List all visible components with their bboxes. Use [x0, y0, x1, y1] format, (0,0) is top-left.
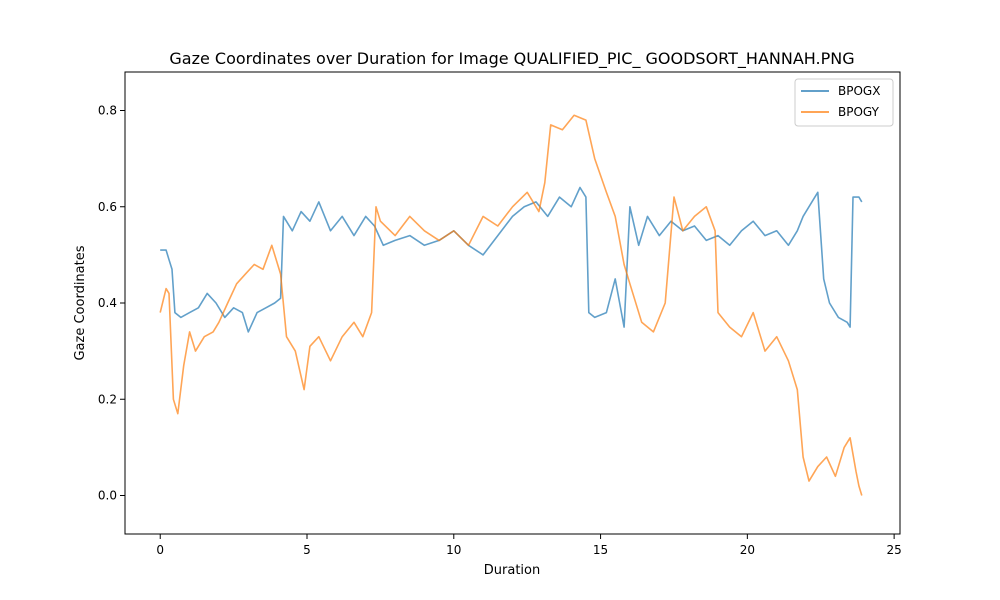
legend-label-bpogy: BPOGY	[838, 105, 880, 119]
y-tick-label: 0.2	[98, 392, 117, 406]
x-tick-label: 10	[446, 543, 461, 557]
plot-area	[124, 71, 901, 535]
x-tick-label: 20	[740, 543, 755, 557]
x-tick-label: 15	[593, 543, 608, 557]
y-axis-label: Gaze Coordinates	[73, 245, 88, 360]
y-axis: 0.0 0.2 0.4 0.6 0.8	[98, 104, 125, 503]
series-line-bpogy	[159, 114, 863, 496]
x-axis: 0 5 10 15 20 25	[156, 534, 902, 557]
chart-title: Gaze Coordinates over Duration for Image…	[169, 49, 854, 69]
x-tick-label: 25	[886, 543, 901, 557]
axes-background	[125, 72, 900, 534]
legend: BPOGX BPOGY	[794, 78, 894, 127]
y-tick-label: 0.0	[98, 489, 117, 503]
legend-label-bpogx: BPOGX	[838, 84, 880, 98]
y-tick-label: 0.6	[98, 200, 117, 214]
y-tick-label: 0.8	[98, 104, 117, 118]
x-tick-label: 5	[303, 543, 311, 557]
y-tick-label: 0.4	[98, 296, 117, 310]
x-axis-label: Duration	[484, 563, 540, 578]
series-line-bpogx	[160, 186, 863, 333]
series-group	[159, 114, 863, 496]
x-tick-label: 0	[156, 543, 164, 557]
